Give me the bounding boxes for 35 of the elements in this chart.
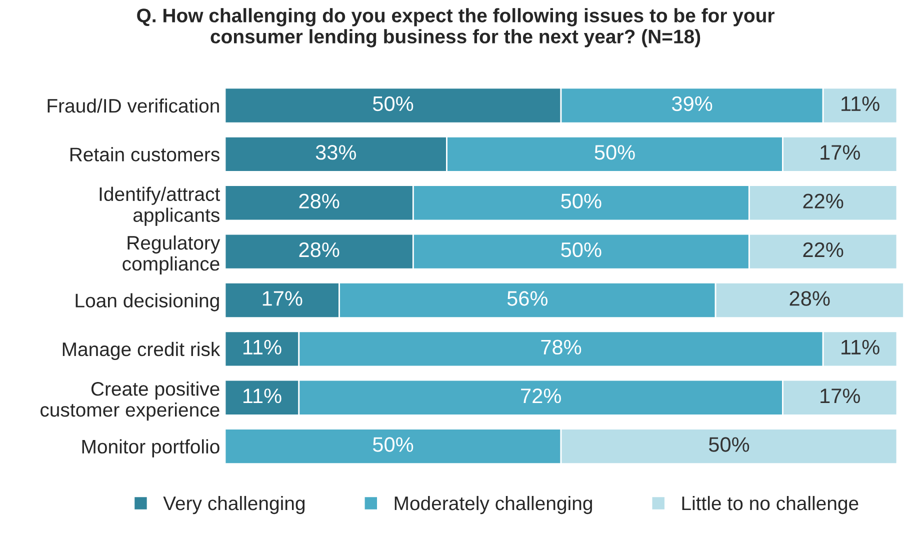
data-label: 22% bbox=[803, 242, 844, 258]
data-label: 56% bbox=[507, 291, 548, 306]
y-tick-label: Fraud/ID verification bbox=[48, 98, 219, 113]
data-label: 50% bbox=[372, 96, 414, 112]
data-label: 78% bbox=[541, 340, 582, 355]
data-label: 11% bbox=[842, 96, 880, 112]
data-label: 33% bbox=[316, 145, 356, 160]
data-label: 50% bbox=[561, 194, 602, 208]
y-tick-label: Identify/attract applicants bbox=[100, 186, 220, 226]
data-label: 72% bbox=[521, 388, 561, 404]
data-label: 28% bbox=[299, 242, 340, 258]
data-label: 50% bbox=[708, 437, 750, 452]
data-label: 50% bbox=[561, 242, 602, 258]
data-label: 11% bbox=[842, 340, 880, 354]
legend-label: Moderately challenging bbox=[394, 496, 592, 514]
legend-label: Very challenging bbox=[163, 496, 305, 514]
data-label: 17% bbox=[820, 145, 860, 160]
data-label: 28% bbox=[790, 291, 830, 306]
data-label: 22% bbox=[803, 194, 844, 208]
y-tick-label: Retain customers bbox=[70, 147, 220, 162]
data-label: 17% bbox=[820, 388, 860, 404]
y-tick-label: Monitor portfolio bbox=[82, 439, 220, 458]
data-label: 50% bbox=[594, 145, 635, 160]
y-tick-label: Regulatory compliance bbox=[122, 235, 220, 275]
y-tick-label: Loan decisioning bbox=[76, 293, 219, 312]
chart-title: Q. How challenging do you expect the following issues to be for your consumer lending business for the next year? (N=18) bbox=[137, 8, 774, 48]
y-tick-label: Manage credit risk bbox=[62, 342, 220, 360]
data-label: 28% bbox=[299, 194, 340, 208]
data-label: 50% bbox=[372, 437, 414, 452]
legend-label: Little to no challenge bbox=[682, 496, 858, 514]
data-label: 11% bbox=[243, 388, 282, 404]
data-label: 11% bbox=[243, 340, 282, 354]
data-label: 17% bbox=[262, 291, 302, 306]
y-tick-label: Create positive customer experience bbox=[40, 382, 220, 421]
data-label: 39% bbox=[672, 96, 712, 112]
